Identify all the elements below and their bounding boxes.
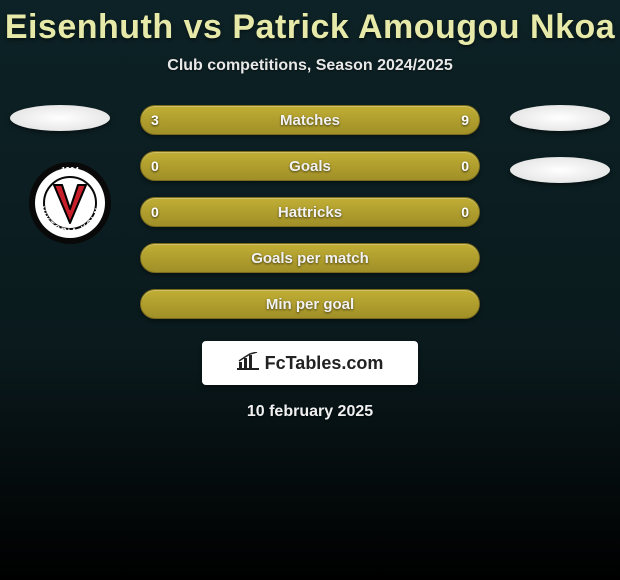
club-logo-viktoria-koln: 1904 VIKTORIA KÖLN bbox=[28, 161, 112, 245]
chart-icon bbox=[237, 352, 259, 375]
stat-bars: 3 Matches 9 0 Goals 0 0 Hattricks 0 Goal… bbox=[140, 105, 480, 319]
stat-value-right: 9 bbox=[461, 112, 469, 128]
footer-date: 10 february 2025 bbox=[0, 403, 620, 421]
player-badge-right bbox=[510, 105, 610, 131]
stat-bar-hattricks: 0 Hattricks 0 bbox=[140, 197, 480, 227]
stat-value-left: 0 bbox=[151, 158, 159, 174]
stat-label: Matches bbox=[280, 112, 340, 129]
player-badge-left bbox=[10, 105, 110, 131]
comparison-panel: 1904 VIKTORIA KÖLN 3 Matches 9 0 Goals 0… bbox=[0, 105, 620, 421]
stat-value-left: 0 bbox=[151, 204, 159, 220]
svg-text:1904: 1904 bbox=[61, 166, 79, 175]
stat-bar-min-per-goal: Min per goal bbox=[140, 289, 480, 319]
stat-bar-goals: 0 Goals 0 bbox=[140, 151, 480, 181]
branding-text: FcTables.com bbox=[265, 353, 384, 374]
stat-label: Hattricks bbox=[278, 204, 342, 221]
stat-value-left: 3 bbox=[151, 112, 159, 128]
stat-value-right: 0 bbox=[461, 204, 469, 220]
stat-value-right: 0 bbox=[461, 158, 469, 174]
stat-bar-goals-per-match: Goals per match bbox=[140, 243, 480, 273]
page-subtitle: Club competitions, Season 2024/2025 bbox=[0, 57, 620, 75]
stat-bar-matches: 3 Matches 9 bbox=[140, 105, 480, 135]
player-badge-right-2 bbox=[510, 157, 610, 183]
page-title: Eisenhuth vs Patrick Amougou Nkoa bbox=[0, 0, 620, 47]
stat-label: Min per goal bbox=[266, 296, 354, 313]
branding-badge: FcTables.com bbox=[202, 341, 418, 385]
stat-label: Goals bbox=[289, 158, 331, 175]
stat-label: Goals per match bbox=[251, 250, 369, 267]
